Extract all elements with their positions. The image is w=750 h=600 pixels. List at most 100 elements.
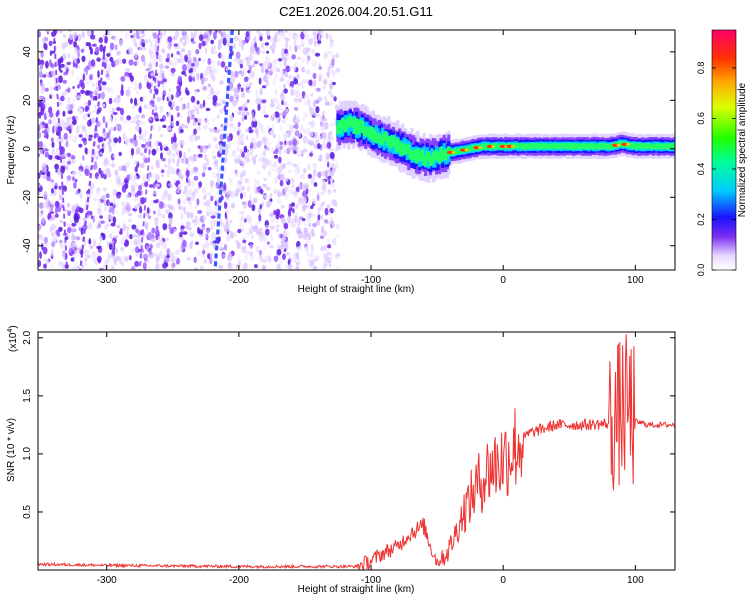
- noise-speck: [175, 180, 181, 185]
- noise-speck: [62, 79, 67, 84]
- noise-speck: [126, 76, 131, 82]
- noise-speck: [276, 67, 281, 73]
- noise-speck: [98, 267, 104, 270]
- noise-speck: [133, 183, 139, 187]
- noise-speck: [44, 258, 48, 262]
- noise-streak: [52, 30, 68, 270]
- noise-speck: [265, 79, 269, 87]
- noise-speck: [238, 37, 242, 45]
- noise-speck: [237, 228, 242, 234]
- noise-speck: [72, 265, 78, 270]
- noise-speck: [121, 185, 127, 193]
- noise-speck: [254, 46, 259, 52]
- noise-speck: [224, 196, 231, 204]
- noise-speck: [68, 157, 72, 162]
- noise-speck: [168, 212, 173, 220]
- noise-speck: [58, 226, 63, 232]
- noise-speck: [40, 107, 44, 116]
- noise-speck: [61, 159, 67, 167]
- noise-speck: [281, 240, 287, 248]
- noise-speck: [141, 114, 146, 119]
- noise-speck: [317, 143, 321, 150]
- noise-speck: [151, 148, 157, 156]
- noise-speck: [219, 242, 224, 250]
- noise-speck: [72, 176, 75, 182]
- ridge-cell: [662, 143, 666, 149]
- noise-speck: [92, 109, 96, 113]
- noise-speck: [242, 191, 247, 198]
- noise-speck: [190, 109, 195, 114]
- noise-speck: [73, 47, 78, 55]
- ridge-cell: [351, 117, 355, 128]
- noise-speck: [125, 68, 131, 73]
- noise-speck: [67, 118, 72, 127]
- noise-speck: [82, 224, 88, 231]
- noise-speck: [68, 247, 72, 254]
- noise-speck: [327, 237, 331, 245]
- noise-speck: [257, 207, 261, 214]
- noise-speck: [296, 226, 302, 235]
- noise-speck: [249, 243, 253, 249]
- noise-speck: [82, 113, 88, 121]
- noise-speck: [223, 166, 227, 173]
- noise-speck: [168, 88, 172, 92]
- noise-speck: [41, 74, 47, 78]
- noise-speck: [144, 148, 147, 154]
- noise-speck: [219, 97, 223, 103]
- noise-speck: [159, 106, 163, 114]
- noise-speck: [209, 251, 213, 259]
- noise-speck: [202, 58, 206, 65]
- ridge-cell: [602, 143, 606, 149]
- noise-speck: [324, 219, 329, 224]
- noise-speck: [49, 50, 53, 56]
- noise-speck: [186, 90, 190, 96]
- noise-speck: [304, 245, 309, 252]
- noise-speck: [290, 221, 296, 229]
- noise-speck: [196, 100, 200, 105]
- noise-speck: [151, 43, 156, 52]
- noise-speck: [50, 248, 54, 257]
- noise-speck: [278, 258, 283, 266]
- noise-speck: [143, 253, 148, 260]
- noise-speck: [296, 261, 300, 266]
- noise-speck: [142, 138, 147, 142]
- noise-speck: [214, 206, 218, 210]
- noise-speck: [193, 256, 197, 263]
- noise-speck: [239, 221, 244, 228]
- noise-speck: [136, 190, 142, 196]
- noise-speck: [137, 238, 143, 246]
- noise-speck: [174, 30, 180, 38]
- noise-speck: [246, 60, 251, 67]
- noise-speck: [152, 32, 158, 39]
- x-tick-label: 0: [500, 275, 506, 286]
- noise-speck: [291, 54, 296, 60]
- noise-speck: [309, 107, 315, 115]
- noise-speck: [113, 209, 118, 214]
- noise-speck: [166, 248, 171, 255]
- noise-speck: [144, 157, 148, 164]
- noise-speck: [208, 167, 212, 171]
- noise-speck: [116, 94, 121, 99]
- noise-speck: [331, 222, 336, 228]
- noise-speck: [38, 124, 41, 132]
- noise-speck: [89, 49, 94, 55]
- noise-speck: [246, 36, 251, 40]
- noise-speck: [84, 129, 88, 137]
- snr-line-group: [38, 334, 675, 570]
- noise-speck: [182, 199, 187, 205]
- noise-speck: [141, 47, 147, 51]
- noise-speck: [309, 130, 314, 138]
- noise-streak: [79, 30, 108, 270]
- noise-speck: [303, 227, 309, 233]
- colorbar-tick-label: 0.0: [696, 264, 706, 277]
- noise-speck: [147, 38, 151, 43]
- ridge-peak-core: [491, 145, 495, 148]
- noise-speck: [304, 98, 308, 107]
- noise-speck: [272, 58, 278, 65]
- colorbar-tick-label: 0.2: [696, 213, 706, 226]
- noise-speck: [89, 111, 92, 115]
- y-tick-label: 0: [22, 146, 33, 152]
- noise-speck: [230, 263, 234, 269]
- noise-speck: [285, 251, 291, 256]
- noise-speck: [183, 151, 186, 160]
